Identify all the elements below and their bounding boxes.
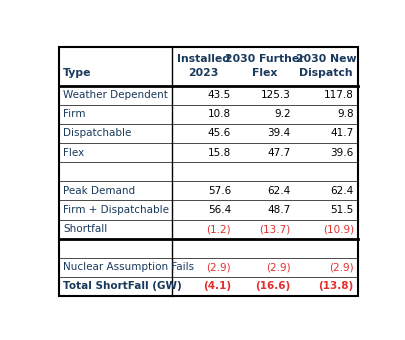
Text: 125.3: 125.3 — [260, 90, 290, 100]
Text: 9.8: 9.8 — [336, 109, 353, 119]
Text: 62.4: 62.4 — [330, 186, 353, 196]
Text: Dispatchable: Dispatchable — [63, 129, 131, 138]
Text: Firm: Firm — [63, 109, 85, 119]
Text: 45.6: 45.6 — [207, 129, 230, 138]
Text: 117.8: 117.8 — [323, 90, 353, 100]
Text: Dispatch: Dispatch — [298, 68, 352, 78]
Text: Weather Dependent: Weather Dependent — [63, 90, 168, 100]
Text: 41.7: 41.7 — [330, 129, 353, 138]
Text: 57.6: 57.6 — [207, 186, 230, 196]
Text: Nuclear Assumption Fails: Nuclear Assumption Fails — [63, 262, 194, 272]
Text: 39.4: 39.4 — [267, 129, 290, 138]
Text: (1.2): (1.2) — [206, 224, 230, 234]
Text: 15.8: 15.8 — [207, 148, 230, 157]
Text: Firm + Dispatchable: Firm + Dispatchable — [63, 205, 169, 215]
Text: 43.5: 43.5 — [207, 90, 230, 100]
Text: Shortfall: Shortfall — [63, 224, 107, 234]
Text: 2030 Further: 2030 Further — [224, 54, 304, 64]
Text: 2023: 2023 — [188, 68, 218, 78]
Text: Flex: Flex — [63, 148, 84, 157]
Text: Type: Type — [63, 68, 92, 78]
Text: 2030 New: 2030 New — [295, 54, 356, 64]
Text: 47.7: 47.7 — [267, 148, 290, 157]
Text: 39.6: 39.6 — [330, 148, 353, 157]
Text: Flex: Flex — [252, 68, 277, 78]
Text: Total ShortFall (GW): Total ShortFall (GW) — [63, 282, 181, 291]
Text: (2.9): (2.9) — [328, 262, 353, 272]
Text: (2.9): (2.9) — [266, 262, 290, 272]
Text: 48.7: 48.7 — [267, 205, 290, 215]
Text: 51.5: 51.5 — [330, 205, 353, 215]
Text: Peak Demand: Peak Demand — [63, 186, 135, 196]
Text: 56.4: 56.4 — [207, 205, 230, 215]
Text: 10.8: 10.8 — [207, 109, 230, 119]
Text: (4.1): (4.1) — [202, 282, 230, 291]
Text: (2.9): (2.9) — [206, 262, 230, 272]
Text: (13.7): (13.7) — [259, 224, 290, 234]
Text: (10.9): (10.9) — [322, 224, 353, 234]
Text: Installed: Installed — [177, 54, 229, 64]
Text: 9.2: 9.2 — [273, 109, 290, 119]
Text: 62.4: 62.4 — [267, 186, 290, 196]
Text: (16.6): (16.6) — [255, 282, 290, 291]
Text: (13.8): (13.8) — [318, 282, 353, 291]
